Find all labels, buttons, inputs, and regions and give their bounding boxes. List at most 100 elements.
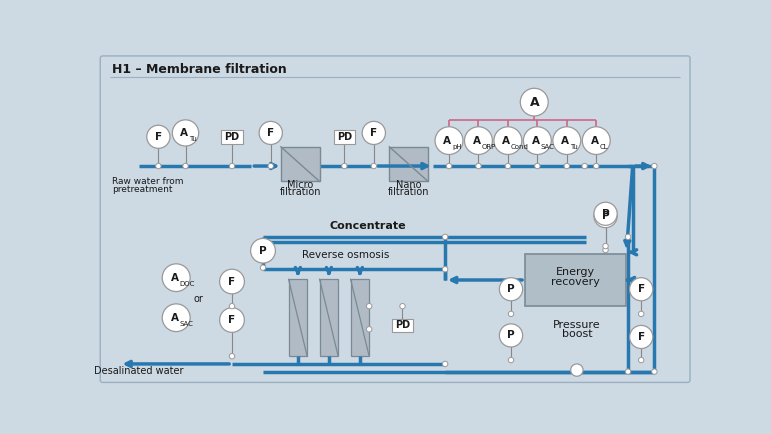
Text: Nano: Nano xyxy=(396,181,422,191)
Bar xyxy=(392,319,413,332)
Text: boost: boost xyxy=(561,329,592,339)
Bar xyxy=(221,130,243,144)
Circle shape xyxy=(443,361,448,367)
Circle shape xyxy=(162,304,190,332)
Text: SAC: SAC xyxy=(180,321,194,327)
Circle shape xyxy=(342,163,347,169)
Text: F: F xyxy=(268,128,274,138)
Circle shape xyxy=(251,238,275,263)
Circle shape xyxy=(500,324,523,347)
Text: filtration: filtration xyxy=(279,187,321,197)
Text: pretreatment: pretreatment xyxy=(112,184,173,194)
Circle shape xyxy=(564,163,570,169)
Circle shape xyxy=(229,354,234,359)
Circle shape xyxy=(582,127,610,155)
Text: A: A xyxy=(473,136,481,146)
Bar xyxy=(319,279,338,356)
Circle shape xyxy=(505,163,510,169)
Circle shape xyxy=(229,303,234,309)
Text: F: F xyxy=(155,132,162,142)
Text: Tu: Tu xyxy=(189,136,197,142)
Text: P: P xyxy=(601,209,609,219)
Text: F: F xyxy=(228,276,236,286)
Circle shape xyxy=(268,163,274,169)
Bar xyxy=(281,147,319,181)
Text: A: A xyxy=(443,136,452,146)
Circle shape xyxy=(229,163,234,169)
Text: Raw water from: Raw water from xyxy=(112,177,183,186)
Circle shape xyxy=(173,120,199,146)
Text: A: A xyxy=(170,273,179,283)
Text: A: A xyxy=(561,136,569,146)
Circle shape xyxy=(494,127,522,155)
Text: recovery: recovery xyxy=(551,277,600,287)
Text: F: F xyxy=(228,315,236,325)
Circle shape xyxy=(520,88,548,116)
Text: filtration: filtration xyxy=(388,187,429,197)
Circle shape xyxy=(464,127,493,155)
Bar xyxy=(525,254,626,306)
Text: Concentrate: Concentrate xyxy=(329,221,406,231)
Circle shape xyxy=(571,364,583,376)
Text: A: A xyxy=(591,136,599,146)
Circle shape xyxy=(443,234,448,240)
Circle shape xyxy=(500,278,523,301)
Circle shape xyxy=(594,204,617,228)
Text: Tu: Tu xyxy=(570,144,577,150)
Circle shape xyxy=(146,125,170,148)
Circle shape xyxy=(651,369,657,374)
Circle shape xyxy=(366,303,372,309)
Circle shape xyxy=(651,163,657,169)
Circle shape xyxy=(156,163,161,169)
Text: F: F xyxy=(638,284,645,294)
Circle shape xyxy=(366,326,372,332)
Circle shape xyxy=(594,202,617,225)
Text: PD: PD xyxy=(224,132,240,142)
Text: H1 – Membrane filtration: H1 – Membrane filtration xyxy=(112,62,287,76)
Circle shape xyxy=(625,234,631,240)
Bar xyxy=(288,279,307,356)
Circle shape xyxy=(603,243,608,249)
Text: SAC: SAC xyxy=(540,144,554,150)
Text: CL: CL xyxy=(599,144,608,150)
Circle shape xyxy=(630,278,653,301)
Text: Desalinated water: Desalinated water xyxy=(94,366,183,376)
Text: Pressure: Pressure xyxy=(553,320,601,330)
Circle shape xyxy=(594,163,599,169)
Circle shape xyxy=(261,265,266,270)
Circle shape xyxy=(625,369,631,374)
Circle shape xyxy=(553,127,581,155)
FancyBboxPatch shape xyxy=(100,56,690,382)
Circle shape xyxy=(362,122,386,145)
Circle shape xyxy=(638,357,644,363)
Circle shape xyxy=(524,127,551,155)
Circle shape xyxy=(582,163,588,169)
Circle shape xyxy=(603,247,608,253)
Circle shape xyxy=(183,163,188,169)
Circle shape xyxy=(630,326,653,349)
Text: P: P xyxy=(507,284,515,294)
Circle shape xyxy=(534,163,540,169)
Text: A: A xyxy=(532,136,540,146)
Text: A: A xyxy=(170,313,179,323)
Circle shape xyxy=(371,163,376,169)
Circle shape xyxy=(638,311,644,316)
Text: Cond: Cond xyxy=(511,144,529,150)
Circle shape xyxy=(259,122,282,145)
Circle shape xyxy=(476,163,481,169)
Text: Energy: Energy xyxy=(556,266,595,276)
Circle shape xyxy=(435,127,463,155)
Bar xyxy=(334,130,355,144)
Circle shape xyxy=(508,311,513,316)
Text: PD: PD xyxy=(395,320,410,330)
Bar xyxy=(389,147,428,181)
Text: P: P xyxy=(507,330,515,340)
Text: PD: PD xyxy=(337,132,352,142)
Text: Micro: Micro xyxy=(287,181,313,191)
Bar xyxy=(351,279,369,356)
Circle shape xyxy=(446,163,452,169)
Text: A: A xyxy=(503,136,510,146)
Circle shape xyxy=(400,303,406,309)
Text: A: A xyxy=(530,95,539,108)
Text: Reverse osmosis: Reverse osmosis xyxy=(301,250,389,260)
